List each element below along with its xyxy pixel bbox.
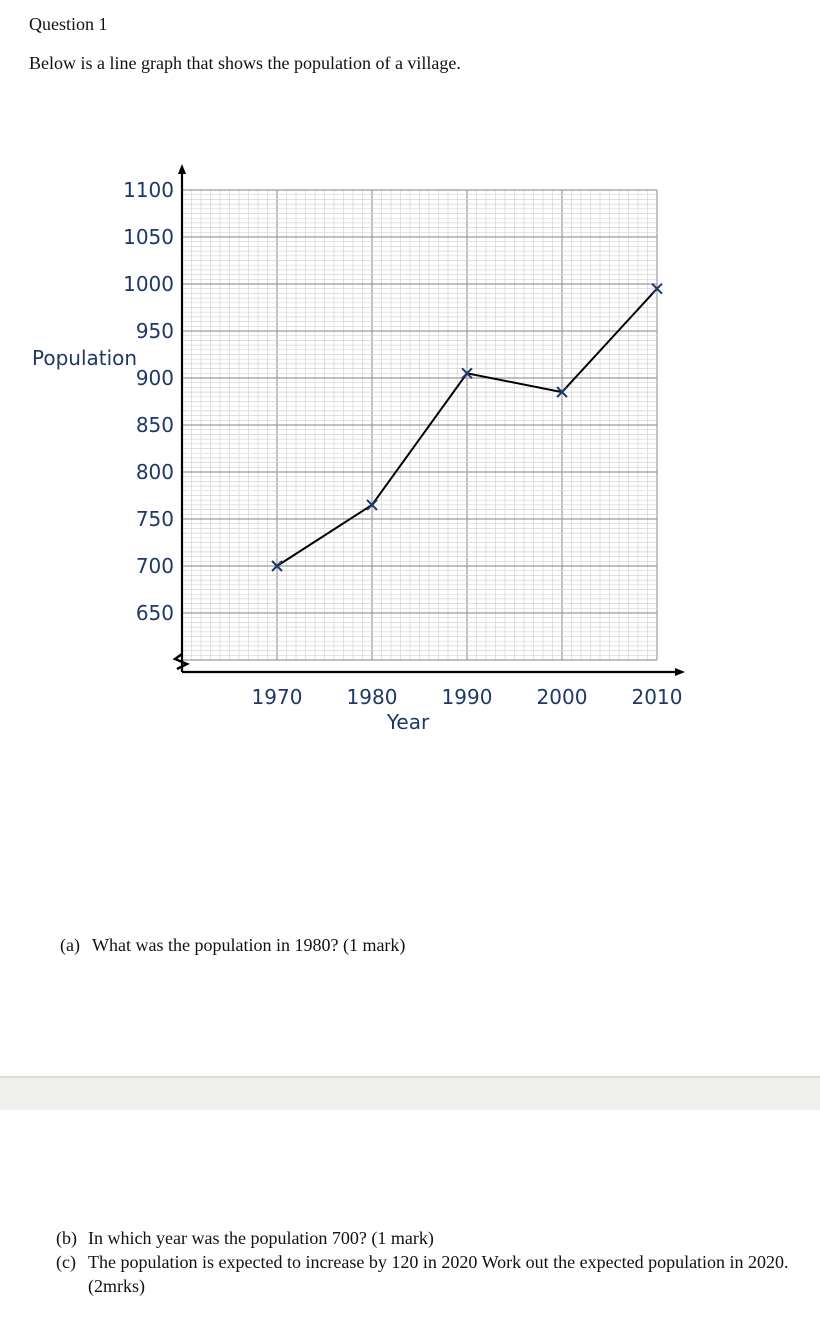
y-tick-label: 700 xyxy=(136,554,174,578)
data-point-marker xyxy=(556,386,568,398)
y-axis-label: Population xyxy=(32,346,137,370)
x-tick-label: 2000 xyxy=(537,685,588,709)
population-line-chart: 650 700 750 800 850 900 950 1000 1050 1100 1970 19… xyxy=(0,150,820,750)
question-b-label: (b) xyxy=(56,1228,77,1248)
question-c-label: (c) xyxy=(56,1252,76,1272)
page-divider xyxy=(0,1076,820,1110)
x-tick-label: 2010 xyxy=(632,685,683,709)
y-tick-label: 900 xyxy=(136,366,174,390)
x-tick-labels: 1970 1980 1990 2000 2010 xyxy=(252,685,683,709)
marker-stroke xyxy=(461,367,473,380)
y-tick-label: 750 xyxy=(136,507,174,531)
data-point-marker xyxy=(271,560,283,572)
marker-stroke xyxy=(651,282,663,295)
y-tick-label: 950 xyxy=(136,319,174,343)
y-tick-label: 1100 xyxy=(123,178,174,202)
marker-stroke xyxy=(271,560,283,572)
y-axis-arrow xyxy=(178,164,186,174)
y-tick-label: 650 xyxy=(136,601,174,625)
marker-stroke xyxy=(556,386,568,398)
x-tick-label: 1980 xyxy=(347,685,398,709)
y-tick-label: 800 xyxy=(136,460,174,484)
question-c: (c) The population is expected to increa… xyxy=(56,1250,796,1298)
question-list: (b) In which year was the population 700… xyxy=(56,1226,796,1298)
question-a-text: What was the population in 1980? (1 mark… xyxy=(92,935,406,955)
data-point-marker xyxy=(651,282,663,295)
y-tick-label: 1050 xyxy=(123,225,174,249)
question-intro: Below is a line graph that shows the pop… xyxy=(29,53,461,73)
chart-axes xyxy=(172,164,685,676)
question-c-text: The population is expected to increase b… xyxy=(88,1252,789,1296)
data-point-marker xyxy=(461,367,473,380)
question-a: (a) What was the population in 1980? (1 … xyxy=(60,935,405,956)
question-a-label: (a) xyxy=(60,935,80,955)
y-tick-labels: 650 700 750 800 850 900 950 1000 1050 1100 xyxy=(123,178,174,625)
x-axis-label: Year xyxy=(386,710,430,734)
y-tick-label: 1000 xyxy=(123,272,174,296)
data-series xyxy=(271,282,663,572)
question-title: Question 1 xyxy=(29,14,108,34)
marker-stroke xyxy=(366,499,378,511)
x-tick-label: 1970 xyxy=(252,685,303,709)
x-tick-label: 1990 xyxy=(442,685,493,709)
data-point-marker xyxy=(366,499,378,511)
chart-grid xyxy=(181,189,658,661)
x-axis-arrow xyxy=(675,668,685,676)
axis-break-icon xyxy=(172,653,190,671)
question-b: (b) In which year was the population 700… xyxy=(56,1226,796,1250)
y-tick-label: 850 xyxy=(136,413,174,437)
question-b-text: In which year was the population 700? (1… xyxy=(88,1228,434,1248)
